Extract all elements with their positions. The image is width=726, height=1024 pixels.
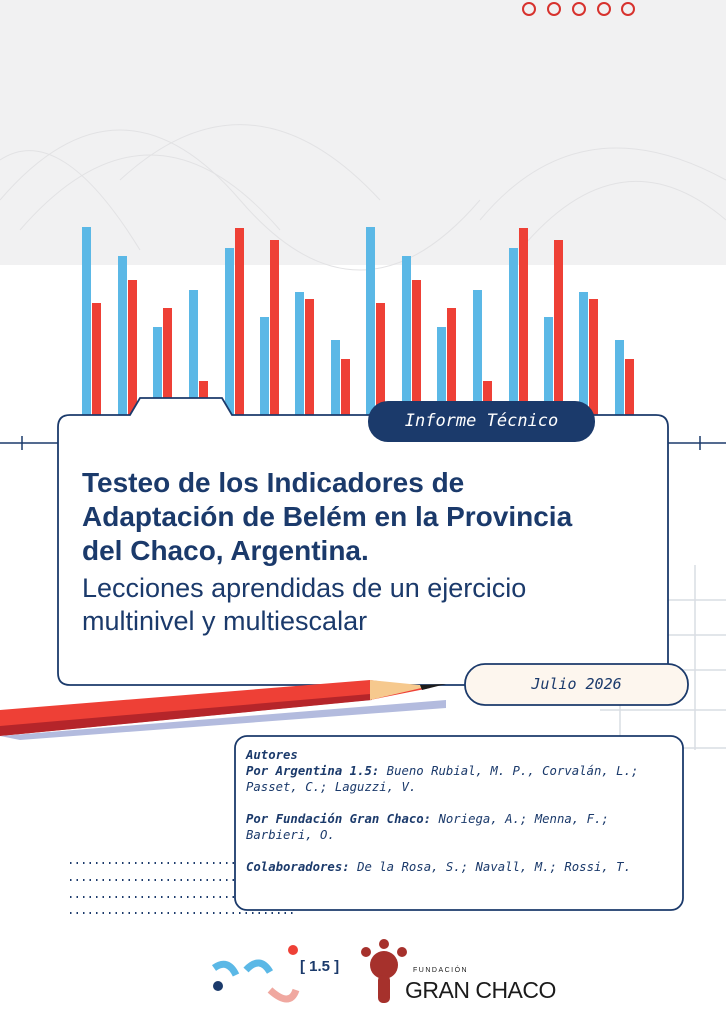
- author-group: Colaboradores: De la Rosa, S.; Navall, M…: [246, 859, 674, 875]
- gran-chaco-text: GRAN CHACO: [405, 977, 556, 1003]
- arg-logo-text: [ 1.5 ]: [300, 958, 340, 975]
- fundacion-text: FUNDACIÓN: [413, 967, 469, 974]
- authors-box: Autores Por Argentina 1.5: Bueno Rubial,…: [246, 747, 674, 891]
- report-type-badge: Informe Técnico: [404, 411, 559, 431]
- author-group: Por Fundación Gran Chaco: Noriega, A.; M…: [246, 811, 674, 843]
- authors-heading: Autores: [246, 748, 298, 762]
- date: Julio 2026: [531, 675, 622, 693]
- group-names: De la Rosa, S.; Navall, M.; Rossi, T.: [357, 860, 631, 874]
- subtitle: Lecciones aprendidas de un ejercicio mul…: [82, 573, 527, 636]
- group-label: Por Argentina 1.5:: [246, 764, 380, 778]
- group-label: Por Fundación Gran Chaco:: [246, 812, 432, 826]
- title: Testeo de los Indicadores de Adaptación …: [82, 467, 573, 566]
- author-group: Por Argentina 1.5: Bueno Rubial, M. P., …: [246, 763, 674, 795]
- group-names: Bueno Rubial, M. P., Corvalán, L.; Passe…: [246, 764, 639, 794]
- group-names: Noriega, A.; Menna, F.; Barbieri, O.: [246, 812, 609, 842]
- group-label: Colaboradores:: [246, 860, 350, 874]
